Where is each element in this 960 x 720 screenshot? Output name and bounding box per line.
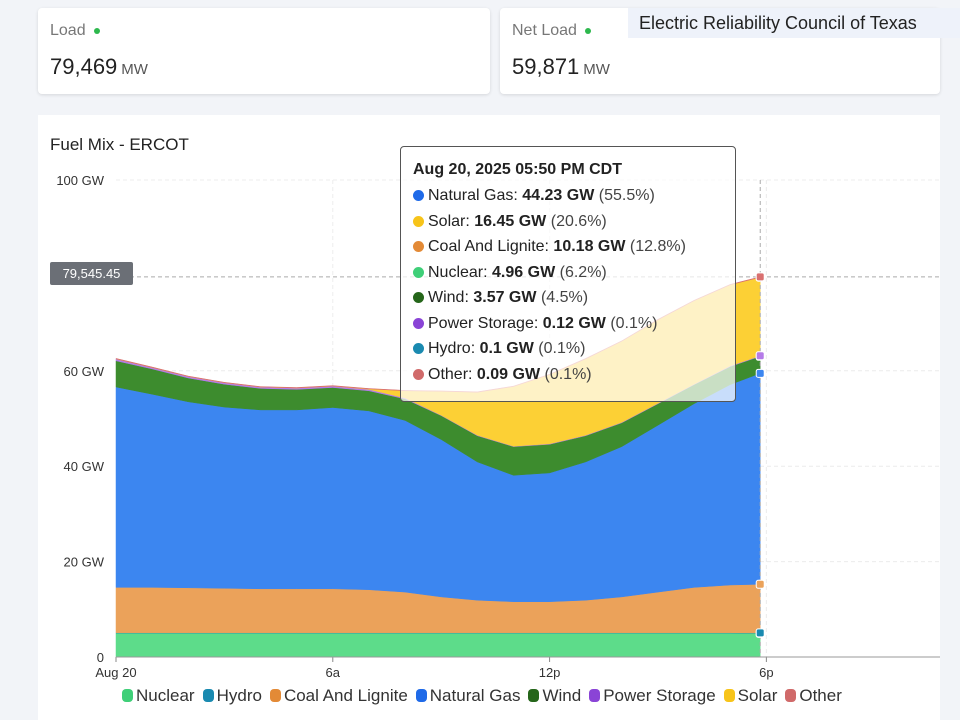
net-load-number: 59,871 — [512, 54, 580, 79]
tooltip-row: Nuclear: 4.96 GW (6.2%) — [413, 260, 735, 286]
series-dot-icon — [413, 343, 424, 354]
legend-swatch-icon — [528, 689, 540, 702]
x-tick-label: Aug 20 — [95, 665, 136, 680]
tooltip-row: Natural Gas: 44.23 GW (55.5%) — [413, 183, 735, 209]
tooltip-series-value: 16.45 GW — [474, 212, 547, 230]
legend-swatch-icon — [202, 689, 214, 702]
tooltip-series-name: Power Storage — [428, 314, 534, 332]
tooltip-title: Aug 20, 2025 05:50 PM CDT — [413, 161, 622, 178]
tooltip-series-value: 4.96 GW — [492, 263, 556, 281]
status-dot-icon — [584, 27, 591, 34]
legend-item-wind[interactable]: Wind — [528, 686, 581, 706]
legend-swatch-icon — [785, 689, 797, 702]
tooltip-series-value: 3.57 GW — [473, 289, 537, 306]
x-tick-label: 6a — [326, 665, 341, 680]
tooltip-row: Power Storage: 0.12 GW (0.1%) — [413, 311, 735, 337]
legend-label: Hydro — [216, 686, 262, 705]
legend-item-natural-gas[interactable]: Natural Gas — [415, 686, 521, 706]
y-tick-label: 60 GW — [64, 364, 105, 379]
y-tick-label: 40 GW — [64, 459, 105, 474]
tooltip-row: Solar: 16.45 GW (20.6%) — [413, 209, 735, 235]
tooltip-series-pct: (0.1%) — [544, 365, 592, 383]
tooltip-series-value: 0.1 GW — [479, 340, 534, 357]
legend-label: Natural Gas — [429, 686, 521, 705]
legend-label: Wind — [542, 686, 582, 705]
net-load-label: Net Load — [512, 22, 591, 40]
x-tick-label: 6p — [759, 665, 773, 680]
legend-item-other[interactable]: Other — [785, 686, 842, 706]
load-label-text: Load — [50, 22, 86, 39]
tooltip-series-value: 0.09 GW — [476, 365, 541, 383]
load-label: Load — [50, 22, 100, 40]
legend-item-hydro[interactable]: Hydro — [202, 686, 262, 706]
region-label: Electric Reliability Council of Texas — [628, 8, 960, 38]
net-load-label-text: Net Load — [512, 22, 577, 39]
chart-legend: Nuclear Hydro Coal And Lignite Natural Gas W… — [122, 686, 850, 706]
tooltip-series-pct: (55.5%) — [598, 187, 655, 204]
marker-power-storage — [755, 351, 765, 361]
tooltip-series-name: Wind — [428, 289, 465, 306]
tooltip-series-name: Coal And Lignite — [428, 238, 545, 255]
series-dot-icon — [413, 241, 424, 252]
tooltip-series-name: Other — [428, 365, 469, 383]
tooltip-series-pct: (20.6%) — [550, 212, 607, 230]
load-value: 79,469 MW — [50, 54, 148, 80]
legend-swatch-icon — [122, 689, 133, 702]
status-dot-icon — [93, 27, 100, 34]
tooltip-series-pct: (12.8%) — [629, 238, 686, 255]
legend-item-power-storage[interactable]: Power Storage — [589, 686, 716, 706]
legend-item-coal-and-lignite[interactable]: Coal And Lignite — [269, 686, 408, 706]
load-unit: MW — [121, 61, 148, 78]
series-dot-icon — [413, 215, 424, 227]
tooltip-series-name: Solar — [428, 212, 466, 230]
net-load-value: 59,871 MW — [512, 54, 610, 80]
legend-label: Coal And Lignite — [283, 686, 408, 705]
chart-tooltip: Aug 20, 2025 05:50 PM CDT Natural Gas: 4… — [400, 146, 736, 402]
tooltip-row: Hydro: 0.1 GW (0.1%) — [413, 336, 735, 362]
tooltip-series-name: Hydro — [428, 340, 471, 357]
legend-swatch-icon — [589, 689, 601, 702]
tooltip-series-value: 0.12 GW — [542, 314, 606, 332]
tooltip-row: Coal And Lignite: 10.18 GW (12.8%) — [413, 234, 735, 260]
marker-natural-gas — [755, 368, 765, 378]
series-dot-icon — [413, 368, 424, 380]
tooltip-series-pct: (0.1%) — [610, 314, 658, 332]
series-dot-icon — [413, 190, 424, 201]
legend-label: Nuclear — [136, 686, 195, 705]
load-number: 79,469 — [50, 54, 118, 79]
chart-title: Fuel Mix - ERCOT — [50, 135, 189, 154]
y-tick-label: 100 GW — [56, 173, 104, 188]
crosshair-value-label: 79,545.45 — [50, 262, 133, 285]
legend-label: Power Storage — [603, 686, 716, 705]
tooltip-series-name: Nuclear — [428, 263, 484, 281]
marker-other — [755, 272, 765, 282]
y-tick-label: 20 GW — [64, 555, 105, 570]
area-nuclear — [115, 632, 761, 658]
x-tick-label: 12p — [539, 665, 561, 680]
legend-label: Other — [799, 686, 842, 705]
y-tick-label: 0 — [97, 650, 104, 665]
tooltip-row: Other: 0.09 GW (0.1%) — [413, 362, 735, 388]
net-load-unit: MW — [583, 61, 610, 78]
legend-swatch-icon — [723, 689, 735, 702]
legend-swatch-icon — [269, 689, 281, 702]
tooltip-series-value: 44.23 GW — [522, 187, 595, 204]
tooltip-series-name: Natural Gas — [428, 187, 514, 204]
series-dot-icon — [413, 266, 424, 278]
load-card: Load 79,469 MW — [38, 8, 490, 94]
marker-hydro — [755, 628, 765, 638]
legend-item-nuclear[interactable]: Nuclear — [122, 686, 195, 706]
series-dot-icon — [413, 292, 424, 303]
marker-coal-and-lignite — [755, 579, 765, 589]
legend-item-solar[interactable]: Solar — [723, 686, 778, 706]
series-dot-icon — [413, 317, 424, 329]
tooltip-series-pct: (0.1%) — [538, 340, 586, 357]
tooltip-series-pct: (6.2%) — [559, 263, 607, 281]
tooltip-series-value: 10.18 GW — [553, 238, 626, 255]
tooltip-row: Wind: 3.57 GW (4.5%) — [413, 285, 735, 311]
tooltip-series-pct: (4.5%) — [540, 289, 589, 306]
legend-label: Solar — [737, 686, 778, 705]
legend-swatch-icon — [415, 689, 427, 702]
